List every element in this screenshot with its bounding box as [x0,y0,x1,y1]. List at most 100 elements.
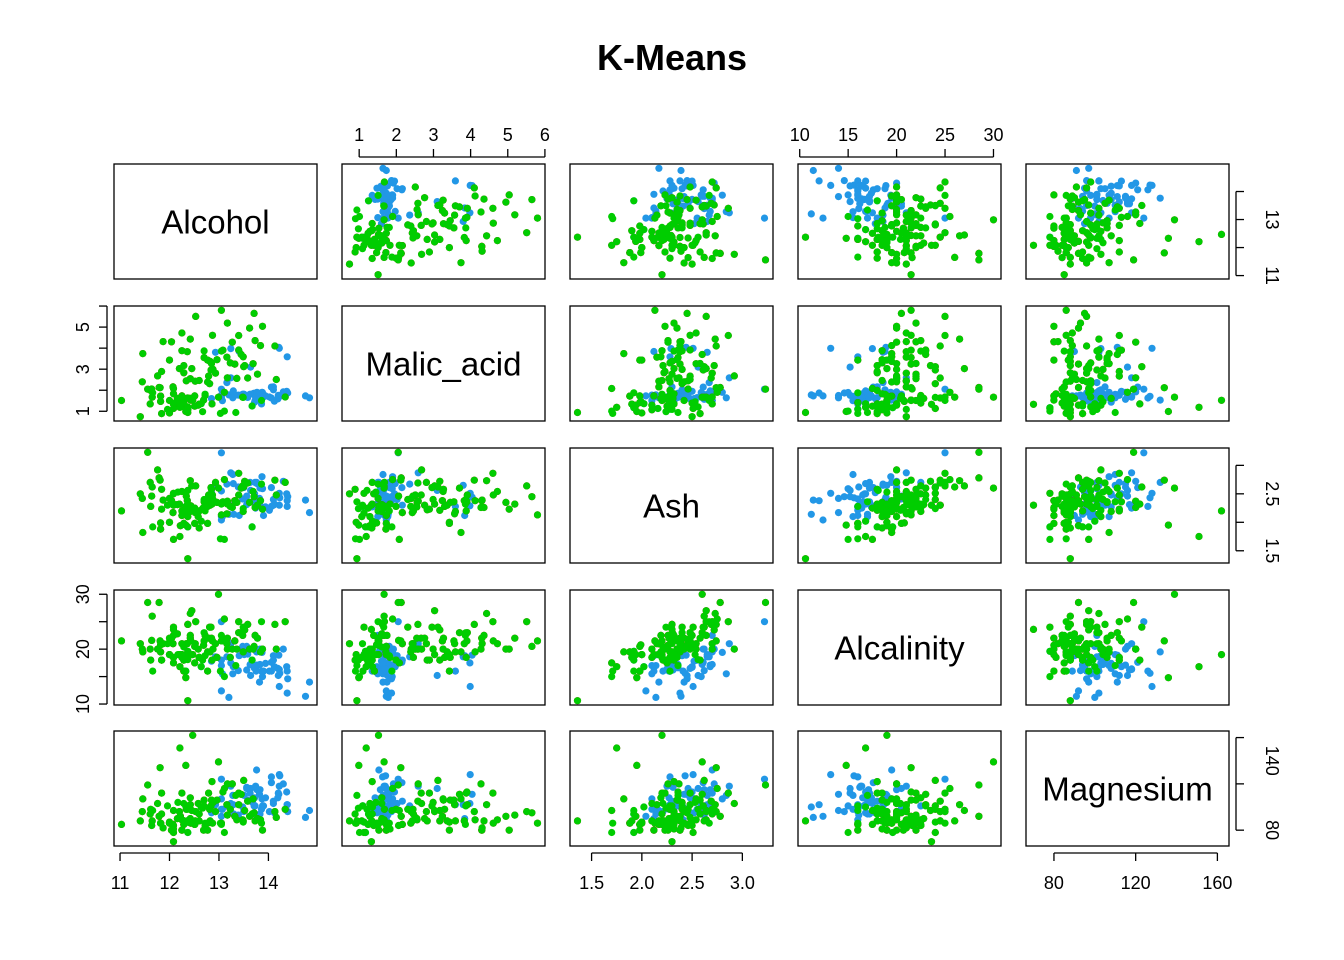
data-point [1087,380,1095,388]
data-point [708,178,716,186]
data-point [231,497,239,505]
data-point [907,396,915,404]
data-point [366,227,374,235]
data-point [809,166,817,175]
data-point [489,618,497,626]
data-point [439,485,448,493]
data-point [668,181,676,189]
data-point [1132,338,1140,346]
data-point [1050,645,1058,653]
data-point [873,394,881,402]
data-point [366,645,374,653]
data-point [868,345,877,353]
data-point [1050,392,1058,400]
data-point [862,403,870,411]
data-point [655,164,663,172]
data-point [761,256,770,264]
data-point [272,645,280,653]
data-point [117,507,126,515]
data-point [854,222,862,230]
data-point [676,177,684,185]
data-point [854,356,862,364]
data-point [1060,229,1068,237]
data-point [441,209,449,217]
data-point [423,656,431,664]
data-point [620,259,628,267]
data-point [676,342,684,350]
data-point [931,380,939,388]
data-point [1195,663,1203,671]
data-point [157,397,165,405]
data-point [364,197,373,205]
data-point [149,667,157,675]
data-point [1123,486,1132,494]
data-point [722,670,730,678]
data-point [844,212,852,221]
data-point [217,812,225,820]
data-point [1066,195,1074,203]
data-point [191,820,199,829]
data-point [1097,401,1105,409]
data-point [1095,346,1103,354]
data-point [702,231,710,239]
data-point [902,413,910,421]
data-point [897,392,906,400]
data-point [421,634,429,642]
data-point [147,502,155,510]
data-point [431,500,439,508]
data-point [650,392,658,400]
data-point [272,491,280,499]
data-point [893,513,901,521]
data-point [523,229,531,237]
data-point [235,331,243,340]
data-point [815,177,823,185]
data-point [857,181,865,189]
data-point [248,656,256,664]
data-point [1156,396,1164,404]
data-point [1062,525,1070,533]
data-point [902,233,910,242]
data-point [368,478,376,486]
data-point [650,347,658,356]
data-point [692,196,700,204]
data-point [1083,476,1091,484]
data-point [182,761,190,770]
data-point [1066,357,1074,365]
data-point [1062,491,1070,499]
data-point [855,483,863,491]
data-point [1115,237,1123,245]
data-point [696,359,704,368]
data-point [1079,410,1087,418]
data-point [663,402,671,410]
data-point [668,620,676,629]
data-point [700,253,708,261]
data-point [922,346,930,354]
data-point [868,402,877,410]
data-point [428,220,436,228]
data-point [1079,394,1087,402]
data-point [283,689,291,697]
variable-label: Ash [643,488,700,525]
data-point [854,235,862,243]
data-point [648,401,656,409]
data-point [670,319,678,327]
data-point [842,234,850,242]
data-point [223,497,231,505]
data-point [425,248,433,256]
data-point [239,507,247,516]
data-point [259,667,268,675]
data-point [702,365,710,373]
data-point [657,394,665,402]
data-point [269,652,277,660]
data-point [1066,413,1074,421]
data-point [1132,477,1140,485]
data-point [675,645,683,653]
data-point [398,501,406,509]
data-point [912,370,920,378]
data-point [661,248,669,256]
data-point [483,609,491,618]
data-point [653,211,661,219]
data-point [275,790,283,798]
data-point [246,498,254,506]
data-point [1087,393,1095,401]
